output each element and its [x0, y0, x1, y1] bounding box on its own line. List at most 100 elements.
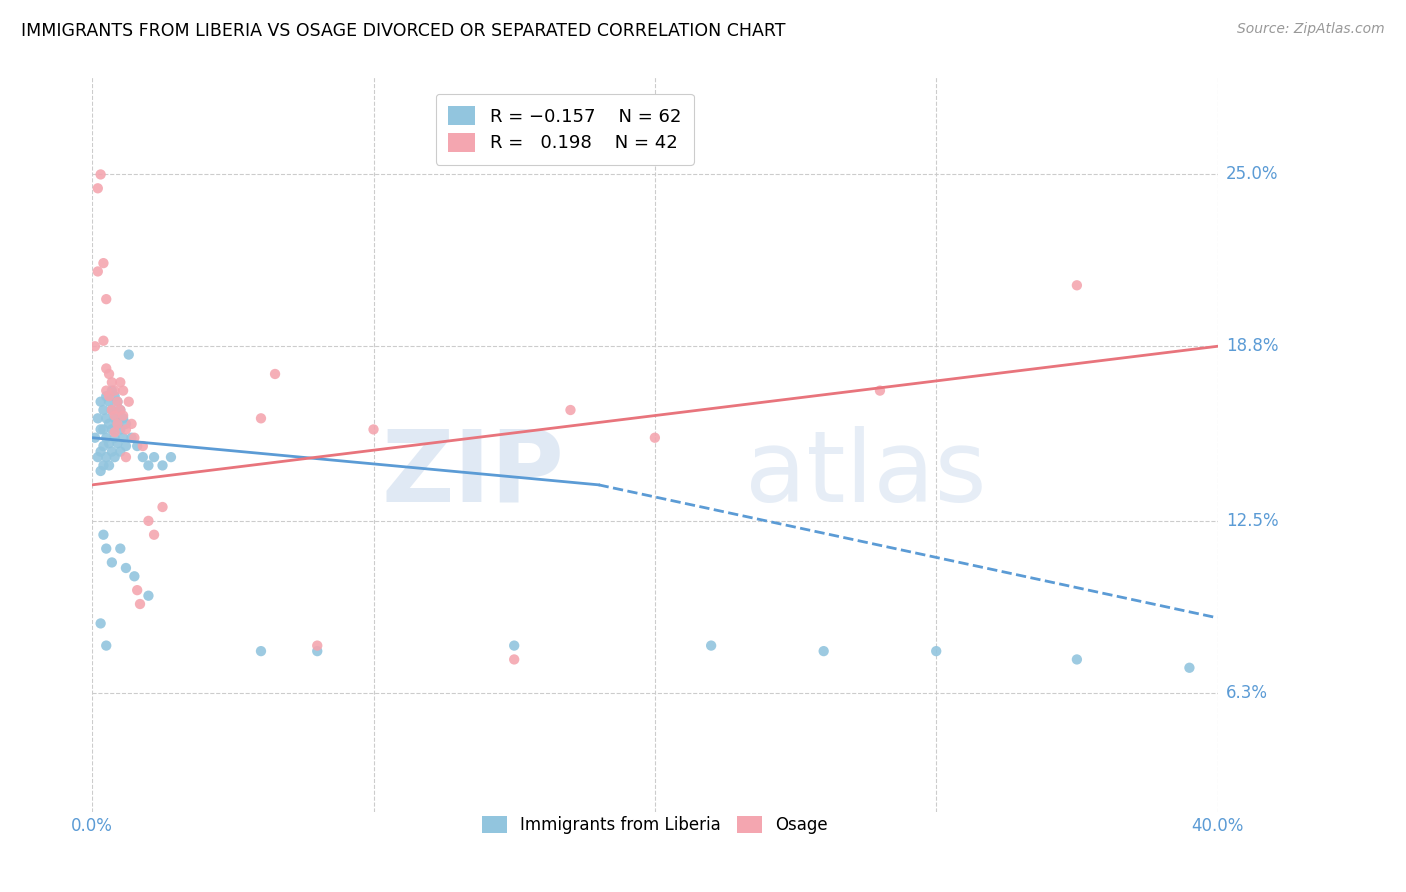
- Legend: Immigrants from Liberia, Osage: Immigrants from Liberia, Osage: [471, 805, 838, 844]
- Point: [93, 422, 115, 436]
- Point: [107, 417, 129, 431]
- Point: [98, 436, 121, 450]
- Point: [138, 514, 160, 528]
- Point: [152, 458, 174, 473]
- Point: [104, 384, 127, 398]
- Point: [127, 439, 149, 453]
- Point: [104, 389, 127, 403]
- Point: [96, 292, 118, 306]
- Point: [107, 417, 129, 431]
- Point: [115, 422, 138, 436]
- Point: [96, 361, 118, 376]
- Point: [104, 411, 127, 425]
- Point: [264, 367, 287, 381]
- Point: [143, 450, 166, 464]
- Point: [110, 403, 132, 417]
- Point: [503, 652, 526, 666]
- Text: IMMIGRANTS FROM LIBERIA VS OSAGE DIVORCED OR SEPARATED CORRELATION CHART: IMMIGRANTS FROM LIBERIA VS OSAGE DIVORCE…: [21, 22, 786, 40]
- Point: [1178, 661, 1201, 675]
- Point: [250, 411, 273, 425]
- Point: [96, 639, 118, 653]
- Point: [104, 409, 127, 423]
- Point: [112, 411, 135, 425]
- Point: [87, 411, 110, 425]
- Point: [110, 422, 132, 436]
- Point: [700, 639, 723, 653]
- Point: [107, 436, 129, 450]
- Point: [98, 394, 121, 409]
- Point: [1066, 278, 1088, 293]
- Point: [101, 422, 124, 436]
- Point: [84, 339, 107, 353]
- Point: [110, 403, 132, 417]
- Point: [152, 500, 174, 514]
- Point: [93, 256, 115, 270]
- Point: [138, 589, 160, 603]
- Point: [93, 439, 115, 453]
- Point: [112, 384, 135, 398]
- Point: [115, 561, 138, 575]
- Point: [90, 444, 112, 458]
- Point: [132, 450, 155, 464]
- Text: Source: ZipAtlas.com: Source: ZipAtlas.com: [1237, 22, 1385, 37]
- Point: [96, 389, 118, 403]
- Point: [110, 376, 132, 390]
- Text: ZIP: ZIP: [382, 425, 565, 523]
- Text: 25.0%: 25.0%: [1226, 165, 1278, 184]
- Point: [1066, 652, 1088, 666]
- Point: [127, 583, 149, 598]
- Point: [96, 431, 118, 445]
- Point: [112, 431, 135, 445]
- Point: [90, 394, 112, 409]
- Point: [560, 403, 582, 417]
- Point: [107, 394, 129, 409]
- Point: [112, 409, 135, 423]
- Point: [307, 639, 329, 653]
- Point: [87, 450, 110, 464]
- Point: [96, 384, 118, 398]
- Point: [104, 431, 127, 445]
- Point: [115, 450, 138, 464]
- Point: [121, 431, 143, 445]
- Point: [110, 444, 132, 458]
- Point: [138, 458, 160, 473]
- Point: [143, 527, 166, 541]
- Point: [101, 444, 124, 458]
- Point: [813, 644, 835, 658]
- Point: [84, 431, 107, 445]
- Text: 12.5%: 12.5%: [1226, 512, 1278, 530]
- Point: [118, 394, 141, 409]
- Point: [90, 422, 112, 436]
- Point: [96, 450, 118, 464]
- Point: [869, 384, 891, 398]
- Point: [115, 417, 138, 431]
- Point: [93, 527, 115, 541]
- Point: [503, 639, 526, 653]
- Point: [90, 168, 112, 182]
- Point: [124, 431, 146, 445]
- Point: [107, 394, 129, 409]
- Point: [644, 431, 666, 445]
- Text: 18.8%: 18.8%: [1226, 337, 1278, 355]
- Point: [98, 417, 121, 431]
- Point: [307, 644, 329, 658]
- Point: [98, 458, 121, 473]
- Point: [101, 384, 124, 398]
- Point: [250, 644, 273, 658]
- Point: [118, 348, 141, 362]
- Point: [160, 450, 183, 464]
- Point: [87, 181, 110, 195]
- Point: [98, 367, 121, 381]
- Point: [132, 439, 155, 453]
- Point: [121, 417, 143, 431]
- Text: 6.3%: 6.3%: [1226, 683, 1268, 702]
- Point: [104, 425, 127, 440]
- Point: [101, 376, 124, 390]
- Point: [93, 403, 115, 417]
- Point: [101, 403, 124, 417]
- Point: [98, 389, 121, 403]
- Point: [101, 403, 124, 417]
- Point: [87, 264, 110, 278]
- Text: atlas: atlas: [745, 425, 987, 523]
- Point: [363, 422, 385, 436]
